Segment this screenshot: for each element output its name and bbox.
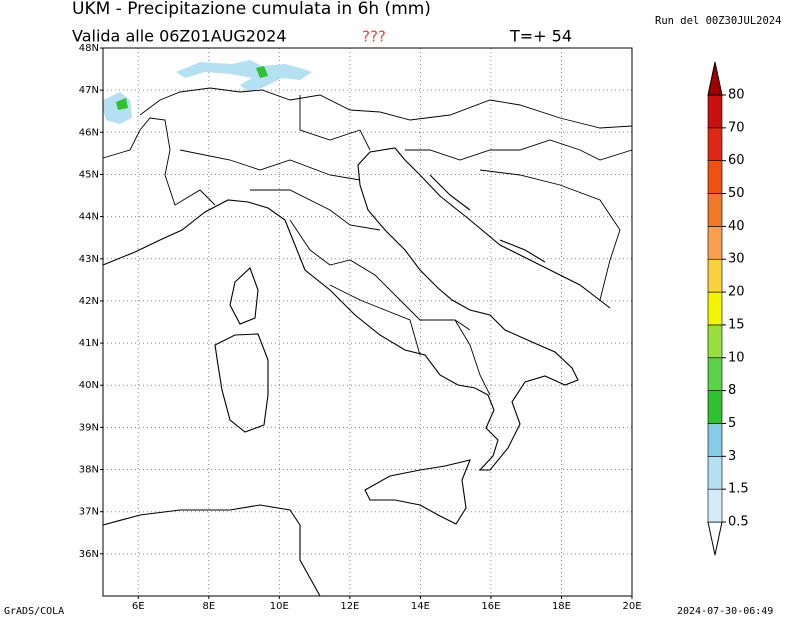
colorbar-label: 70	[728, 120, 745, 135]
precip-area	[256, 66, 268, 78]
colorbar: 0.5 1.5 3 5 8 10 15 20 30 40 50 60 70 80	[707, 61, 749, 556]
coastline	[102, 147, 611, 471]
lat-label: 45N	[79, 169, 99, 180]
colorbar-segment	[707, 488, 723, 523]
precip-area	[116, 98, 128, 110]
coastline	[102, 504, 321, 597]
lat-label: 38N	[79, 465, 99, 476]
colorbar-segment	[707, 127, 723, 161]
colorbar-segment	[707, 160, 723, 194]
colorbar-label: 30	[728, 252, 745, 267]
lat-label: 36N	[79, 549, 99, 560]
border	[102, 117, 216, 206]
lon-label: 12E	[340, 601, 359, 612]
colorbar-label: 15	[728, 317, 745, 332]
colorbar-segment	[707, 193, 723, 227]
colorbar-segment	[707, 226, 723, 260]
region-border	[179, 149, 361, 181]
lon-label: 14E	[411, 601, 430, 612]
lon-label: 18E	[552, 601, 571, 612]
valid-time: Valida alle 06Z01AUG2024	[72, 27, 287, 46]
border	[139, 87, 633, 129]
lat-label: 48N	[79, 43, 99, 54]
lat-label: 39N	[79, 422, 99, 433]
footer-right: 2024-07-30-06:49	[677, 606, 773, 617]
lon-label: 20E	[622, 601, 641, 612]
coastlines	[102, 147, 611, 597]
border	[479, 169, 621, 301]
region-border	[329, 284, 421, 356]
colorbar-segment	[707, 390, 723, 424]
run-time: Run del 00Z30JUL2024	[655, 15, 781, 27]
colorbar-segment	[707, 456, 723, 490]
sicily	[364, 459, 471, 525]
colorbar-label: 1.5	[728, 482, 749, 497]
lat-label: 41N	[79, 338, 99, 349]
lat-label: 40N	[79, 380, 99, 391]
lat-label: 47N	[79, 85, 99, 96]
lon-label: 16E	[481, 601, 500, 612]
colorbar-label: 20	[728, 285, 745, 300]
map-frame	[102, 47, 633, 597]
region-border	[250, 189, 381, 231]
corsica	[229, 267, 259, 325]
colorbar-low-arrow	[707, 521, 723, 556]
footer-left: GrADS/COLA	[4, 606, 64, 617]
colorbar-segment	[707, 94, 723, 129]
lat-label: 46N	[79, 127, 99, 138]
border	[405, 139, 633, 161]
sardinia	[214, 333, 269, 433]
colorbar-segment	[707, 258, 723, 293]
colorbar-label: 40	[728, 219, 745, 234]
colorbar-label: 50	[728, 186, 745, 201]
title: UKM - Precipitazione cumulata in 6h (mm)	[72, 0, 431, 19]
colorbar-label: 3	[728, 449, 736, 464]
colorbar-segment	[707, 291, 723, 326]
lon-label: 10E	[270, 601, 289, 612]
colorbar-label: 60	[728, 153, 745, 168]
forecast-step: T=+ 54	[509, 27, 572, 46]
region-border	[454, 319, 491, 396]
region-border	[289, 219, 471, 331]
colorbar-label: 5	[728, 416, 736, 431]
lon-label: 6E	[132, 601, 145, 612]
colorbar-segment	[707, 324, 723, 359]
colorbar-label: 8	[728, 383, 736, 398]
colorbar-label: 80	[728, 88, 745, 103]
flag: ???	[362, 28, 386, 46]
lon-label: 8E	[202, 601, 215, 612]
colorbar-label: 0.5	[728, 515, 749, 530]
lat-label: 44N	[79, 212, 99, 223]
colorbar-label: 10	[728, 350, 745, 365]
colorbar-high-arrow	[707, 61, 723, 96]
lat-label: 43N	[79, 254, 99, 265]
islands	[499, 239, 546, 263]
colorbar-segment	[707, 357, 723, 391]
colorbar-segment	[707, 423, 723, 457]
precip-areas	[103, 60, 312, 124]
borders	[102, 87, 633, 396]
lat-label: 42N	[79, 296, 99, 307]
lat-label: 37N	[79, 507, 99, 518]
islands	[429, 174, 471, 211]
precip-area	[176, 60, 312, 92]
region-border	[299, 95, 371, 151]
